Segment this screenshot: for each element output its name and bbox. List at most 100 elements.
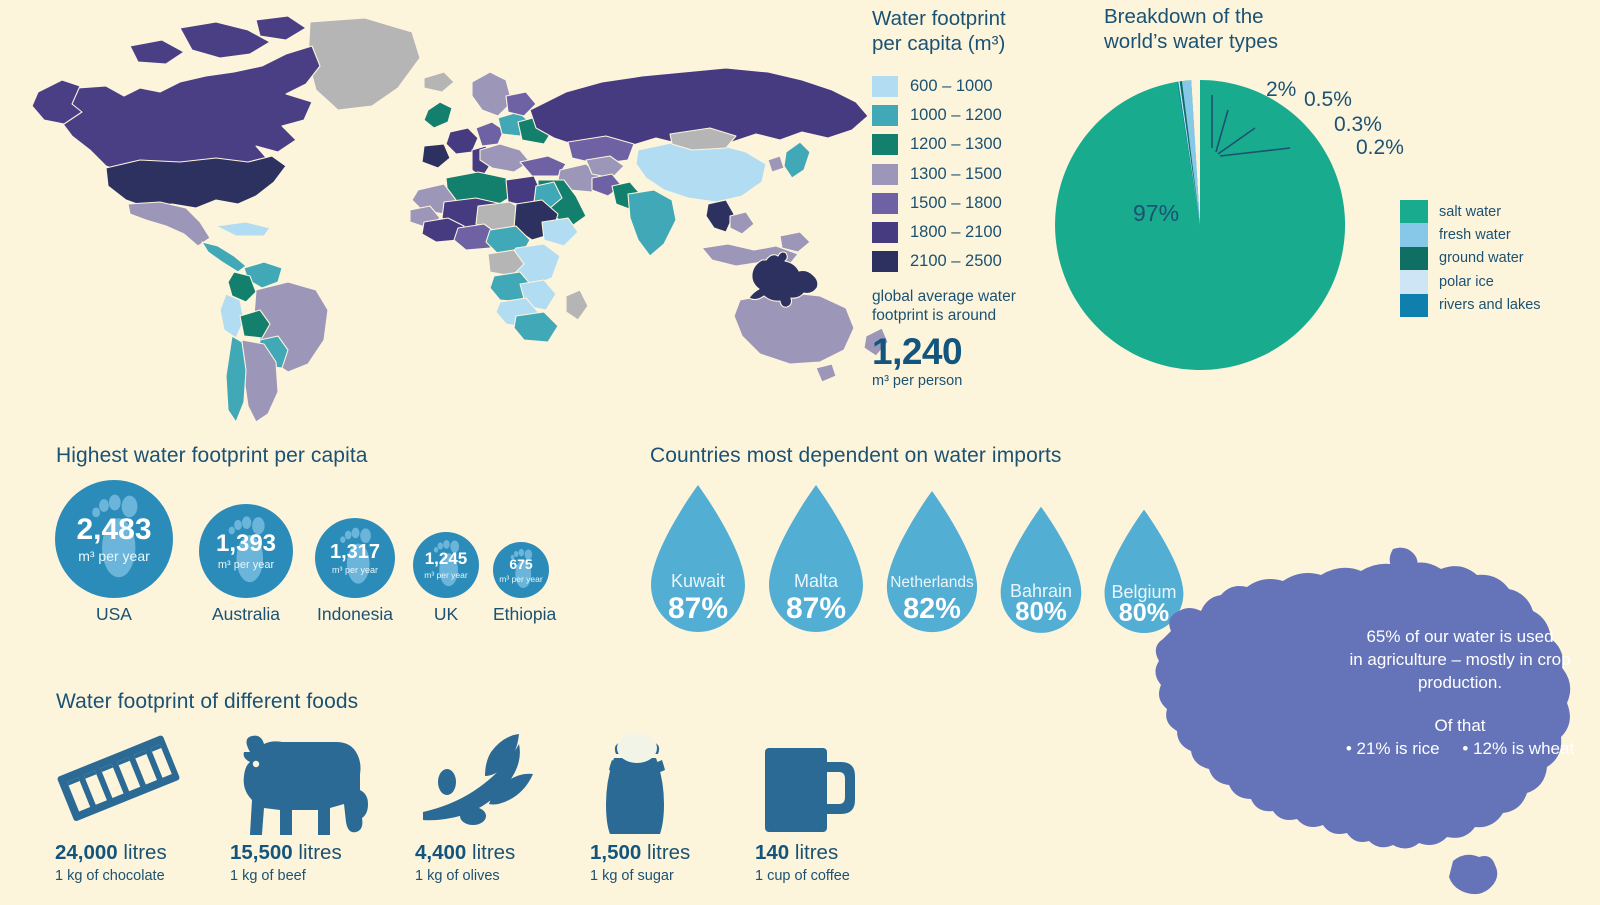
droplet-shape — [769, 485, 863, 633]
map-legend-row: 1000 – 1200 — [872, 101, 1062, 130]
pie-legend-swatch — [1400, 200, 1428, 224]
food-unit: litres — [794, 841, 839, 864]
country-balkans — [479, 143, 531, 173]
olive-branch-icon — [415, 725, 550, 835]
footprint-circle-item: 1,245 m³ per year UK — [413, 532, 479, 625]
country-alaska — [31, 79, 83, 125]
pie-title: Breakdown of the world’s water types — [1104, 4, 1278, 54]
food-unit: litres — [298, 841, 342, 864]
country-australia — [733, 291, 855, 365]
pie-legend-row: polar ice — [1400, 270, 1541, 294]
footprint-value: 1,393 — [215, 529, 277, 557]
olive-branch-icon — [423, 734, 533, 825]
map-legend-swatch — [872, 76, 898, 98]
country-mongolia — [669, 127, 737, 151]
droplet-percent: 80% — [1015, 598, 1067, 627]
droplet-country: Malta — [793, 571, 838, 592]
highest-footprint-circles: 2,483 m³ per year USA 1,393 m³ per year Austr… — [55, 480, 635, 650]
country-spain — [421, 143, 451, 169]
footprint-unit: m³ per year — [78, 548, 150, 564]
droplet-percent: 82% — [903, 593, 961, 626]
australia-text-block: 65% of our water is used in agriculture … — [1310, 625, 1600, 760]
map-legend-label: 2100 – 2500 — [910, 252, 1002, 271]
footprint-circle: 675 m³ per year — [493, 542, 549, 598]
country-thailand-indochina — [705, 199, 735, 233]
country-germany — [475, 121, 505, 147]
food-description: 1 kg of chocolate — [55, 868, 165, 884]
australia-shape-svg — [1155, 547, 1571, 895]
callout-line-02pct — [1219, 147, 1291, 157]
droplet-country: Netherlands — [890, 573, 974, 591]
food-value: 15,500 — [230, 841, 293, 864]
food-item: 140 litres 1 cup of coffee — [755, 725, 865, 884]
callout-line-05pct — [1215, 109, 1229, 153]
droplet-country: Bahrain — [1009, 580, 1073, 601]
footprint-circle: 1,245 m³ per year — [413, 532, 479, 598]
pie-legend-label: fresh water — [1439, 227, 1511, 244]
pie-legend: salt water fresh water ground water polar i… — [1400, 200, 1541, 317]
pie-legend-row: rivers and lakes — [1400, 293, 1541, 317]
world-map — [20, 10, 890, 430]
map-legend-swatch — [872, 192, 898, 214]
map-legend-row: 1800 – 2100 — [872, 218, 1062, 247]
droplet-percent: 87% — [667, 591, 729, 625]
pie-legend-row: fresh water — [1400, 223, 1541, 247]
country-madagascar — [565, 289, 589, 321]
country-greenland — [307, 17, 421, 111]
footprint-value: 1,317 — [329, 540, 381, 563]
map-legend-label: 600 – 1000 — [910, 77, 993, 96]
country-bolivia — [239, 309, 271, 339]
coffee-mug-icon — [765, 748, 855, 832]
pie-title-line1: Breakdown of the — [1104, 5, 1264, 28]
pie-callout-05pct: 0.5% — [1304, 88, 1352, 111]
droplet-shape — [651, 485, 745, 633]
pie-callout-03pct: 0.3% — [1334, 113, 1382, 136]
footprint-icon — [228, 515, 265, 582]
footprint-circle: 1,317 m³ per year — [315, 518, 395, 598]
pie-legend-swatch — [1400, 293, 1428, 317]
map-legend-row: 2100 – 2500 — [872, 247, 1062, 276]
arctic-islands-1 — [179, 21, 271, 59]
cow-icon — [230, 725, 370, 835]
map-legend: Water footprint per capita (m³) 600 – 10… — [872, 6, 1062, 389]
food-description: 1 kg of sugar — [590, 868, 674, 884]
australia-line4: Of that — [1434, 716, 1486, 735]
country-gabon-nodata — [487, 249, 525, 277]
food-value-row: 1,500 litres — [590, 841, 690, 865]
pie-legend-swatch — [1400, 223, 1428, 247]
country-mexico — [127, 201, 211, 247]
footprint-unit: m³ per year — [217, 558, 275, 571]
food-item: 4,400 litres 1 kg of olives — [415, 725, 550, 884]
water-types-pie-chart: 97% — [1035, 60, 1365, 390]
country-scandinavia — [471, 71, 513, 117]
food-value: 24,000 — [55, 841, 118, 864]
water-import-droplet: Kuwait 87% — [648, 483, 748, 638]
footprint-icon — [340, 528, 371, 585]
highest-footprint-heading: Highest water footprint per capita — [56, 444, 368, 467]
droplet-country: Kuwait — [670, 571, 726, 592]
country-ethiopia — [541, 217, 579, 247]
water-import-droplet: Malta 87% — [766, 483, 866, 638]
sugar-sack-icon — [590, 725, 690, 835]
country-central-asia — [585, 155, 625, 179]
pie-legend-label: ground water — [1439, 250, 1524, 267]
footprint-circle-item: 2,483 m³ per year USA — [55, 480, 173, 625]
food-value-row: 4,400 litres — [415, 841, 550, 865]
country-iceland — [423, 71, 455, 93]
map-legend-label: 1800 – 2100 — [910, 223, 1002, 242]
footprint-icon-wrap — [338, 524, 378, 591]
global-average-note-line1: global average water — [872, 288, 1016, 306]
global-average-note-line2: footprint is around — [872, 306, 997, 324]
footprint-circle: 2,483 m³ per year — [55, 480, 173, 598]
map-legend-row: 1200 – 1300 — [872, 130, 1062, 159]
footprint-icon — [510, 549, 533, 589]
arctic-islands-2 — [129, 39, 185, 65]
australia-line3: production. — [1417, 673, 1503, 692]
pie-callout-02pct: 0.2% — [1356, 136, 1404, 159]
pie-title-line2: world’s water types — [1104, 30, 1278, 53]
water-imports-droplets: Kuwait 87% Malta 87% Netherlands 82% Bahrain 80… — [648, 478, 1188, 658]
caribbean-islands — [215, 221, 271, 237]
water-import-droplet: Netherlands 82% — [884, 489, 980, 638]
australia-bullet-wheat: • 12% is wheat — [1462, 739, 1575, 758]
footprint-country: UK — [433, 604, 459, 624]
